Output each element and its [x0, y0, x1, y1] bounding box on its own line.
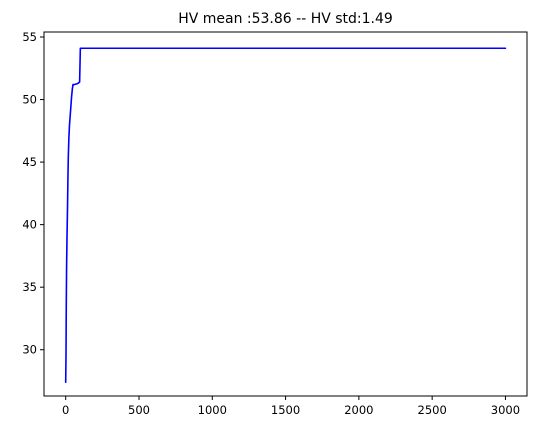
x-tick-label: 2500	[418, 403, 447, 417]
x-tick-label: 0	[62, 403, 69, 417]
x-tick-label: 500	[128, 403, 150, 417]
series-line-1	[64, 47, 507, 384]
y-tick-label: 45	[22, 155, 37, 169]
y-tick-label: 40	[22, 218, 37, 232]
x-tick-label: 1000	[198, 403, 227, 417]
x-tick-label: 3000	[491, 403, 520, 417]
x-tick-label: 1500	[271, 403, 300, 417]
y-tick-label: 30	[22, 343, 37, 357]
y-axis: 30 35 40 45 50 55	[22, 30, 44, 357]
axes-frame	[43, 31, 528, 397]
y-tick-label: 55	[22, 30, 37, 44]
chart-title: HV mean :53.86 -- HV std:1.49	[178, 11, 393, 27]
x-axis: 0 500 1000 1500 2000 2500 3000	[62, 396, 520, 417]
y-tick-label: 35	[22, 280, 37, 294]
plot-area	[64, 47, 507, 384]
y-tick-label: 50	[22, 93, 37, 107]
x-tick-label: 2000	[344, 403, 373, 417]
